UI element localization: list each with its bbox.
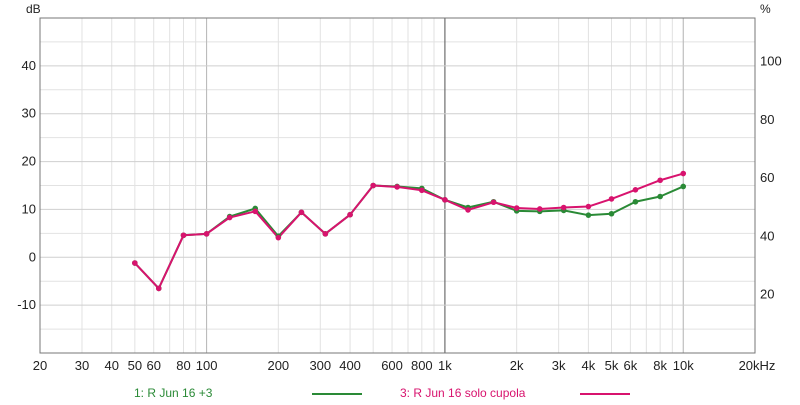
x-tick-label: 3k bbox=[552, 358, 566, 373]
y2-tick-label: 20 bbox=[760, 287, 774, 302]
series-point-2 bbox=[347, 211, 353, 218]
y-tick-label: -10 bbox=[17, 297, 36, 312]
series-point-2 bbox=[608, 196, 615, 202]
series-point-2 bbox=[465, 207, 471, 213]
x-tick-label: 1k bbox=[438, 358, 452, 373]
series-point-2 bbox=[442, 197, 448, 203]
series-point-2 bbox=[680, 170, 687, 177]
y-tick-label: 30 bbox=[22, 106, 36, 121]
legend-label-2: 3: R Jun 16 solo cupola bbox=[400, 386, 526, 400]
x-tick-label: 100 bbox=[196, 358, 218, 373]
series-point-2 bbox=[657, 177, 663, 184]
x-tick-label: 4k bbox=[582, 358, 596, 373]
x-tick-label: 800 bbox=[411, 358, 433, 373]
series-point-2 bbox=[226, 214, 233, 221]
y-axis-tick-labels: 40 30 20 10 0 -10 bbox=[17, 58, 36, 312]
x-tick-label: 10k bbox=[673, 358, 694, 373]
y2-axis-unit-label: % bbox=[760, 2, 771, 16]
x-tick-label: 300 bbox=[309, 358, 331, 373]
x-tick-label: 60 bbox=[146, 358, 160, 373]
series-point-2 bbox=[560, 204, 567, 211]
x-tick-label: 600 bbox=[381, 358, 403, 373]
x-tick-label: 6k bbox=[624, 358, 638, 373]
series-point-2 bbox=[513, 205, 520, 211]
series-point-2 bbox=[275, 234, 282, 241]
y-tick-label: 40 bbox=[22, 58, 36, 73]
series-point-2 bbox=[203, 231, 210, 237]
x-tick-label: 5k bbox=[605, 358, 619, 373]
x-tick-label: 400 bbox=[339, 358, 361, 373]
series-point-2 bbox=[370, 182, 376, 189]
series-point-1 bbox=[608, 210, 615, 217]
series-point-1 bbox=[632, 198, 639, 205]
legend-label-1: 1: R Jun 16 +3 bbox=[134, 386, 213, 400]
series-point-2 bbox=[155, 285, 162, 292]
series-point-2 bbox=[132, 260, 138, 266]
series-point-2 bbox=[490, 199, 497, 206]
series-point-2 bbox=[632, 187, 639, 193]
x-tick-label: 20 bbox=[33, 358, 47, 373]
y-tick-label: 20 bbox=[22, 154, 36, 169]
y-axis-unit-label: dB bbox=[26, 2, 41, 16]
plot-frame bbox=[39, 17, 756, 354]
y2-tick-label: 40 bbox=[760, 228, 774, 243]
x-tick-label: 200 bbox=[267, 358, 289, 373]
series-layer bbox=[132, 170, 687, 292]
series-line-2 bbox=[134, 172, 684, 290]
x-tick-label: 20kHz bbox=[739, 358, 776, 373]
series-point-1 bbox=[680, 183, 687, 190]
y2-tick-label: 100 bbox=[760, 54, 782, 69]
x-axis-tick-labels: 20 30 40 50 60 80 100 200 300 400 600 800 1k 2k 3k 4k 5k… bbox=[33, 358, 776, 373]
series-point-2 bbox=[394, 184, 400, 190]
y2-tick-label: 80 bbox=[760, 112, 774, 127]
series-point-2 bbox=[536, 206, 543, 212]
x-tick-label: 8k bbox=[653, 358, 667, 373]
series-line-1 bbox=[134, 184, 684, 290]
series-point-2 bbox=[252, 208, 259, 215]
x-tick-label: 50 bbox=[128, 358, 142, 373]
series-point-1 bbox=[657, 193, 663, 200]
y2-axis-tick-labels: 100 80 60 40 20 bbox=[760, 54, 782, 302]
x-tick-label: 30 bbox=[75, 358, 89, 373]
legend: 1: R Jun 16 +3 3: R Jun 16 solo cupola bbox=[134, 386, 630, 400]
series-point-2 bbox=[419, 187, 425, 194]
x-tick-label: 2k bbox=[510, 358, 524, 373]
x-tick-label: 40 bbox=[105, 358, 119, 373]
major-grid bbox=[40, 18, 755, 353]
x-tick-label: 80 bbox=[176, 358, 190, 373]
series-point-2 bbox=[322, 231, 329, 237]
series-point-2 bbox=[298, 209, 305, 216]
series-point-2 bbox=[180, 232, 187, 239]
series-point-2 bbox=[585, 203, 592, 210]
y-tick-label: 10 bbox=[22, 201, 36, 216]
y-tick-label: 0 bbox=[29, 249, 36, 264]
y2-tick-label: 60 bbox=[760, 170, 774, 185]
series-point-1 bbox=[585, 212, 592, 218]
